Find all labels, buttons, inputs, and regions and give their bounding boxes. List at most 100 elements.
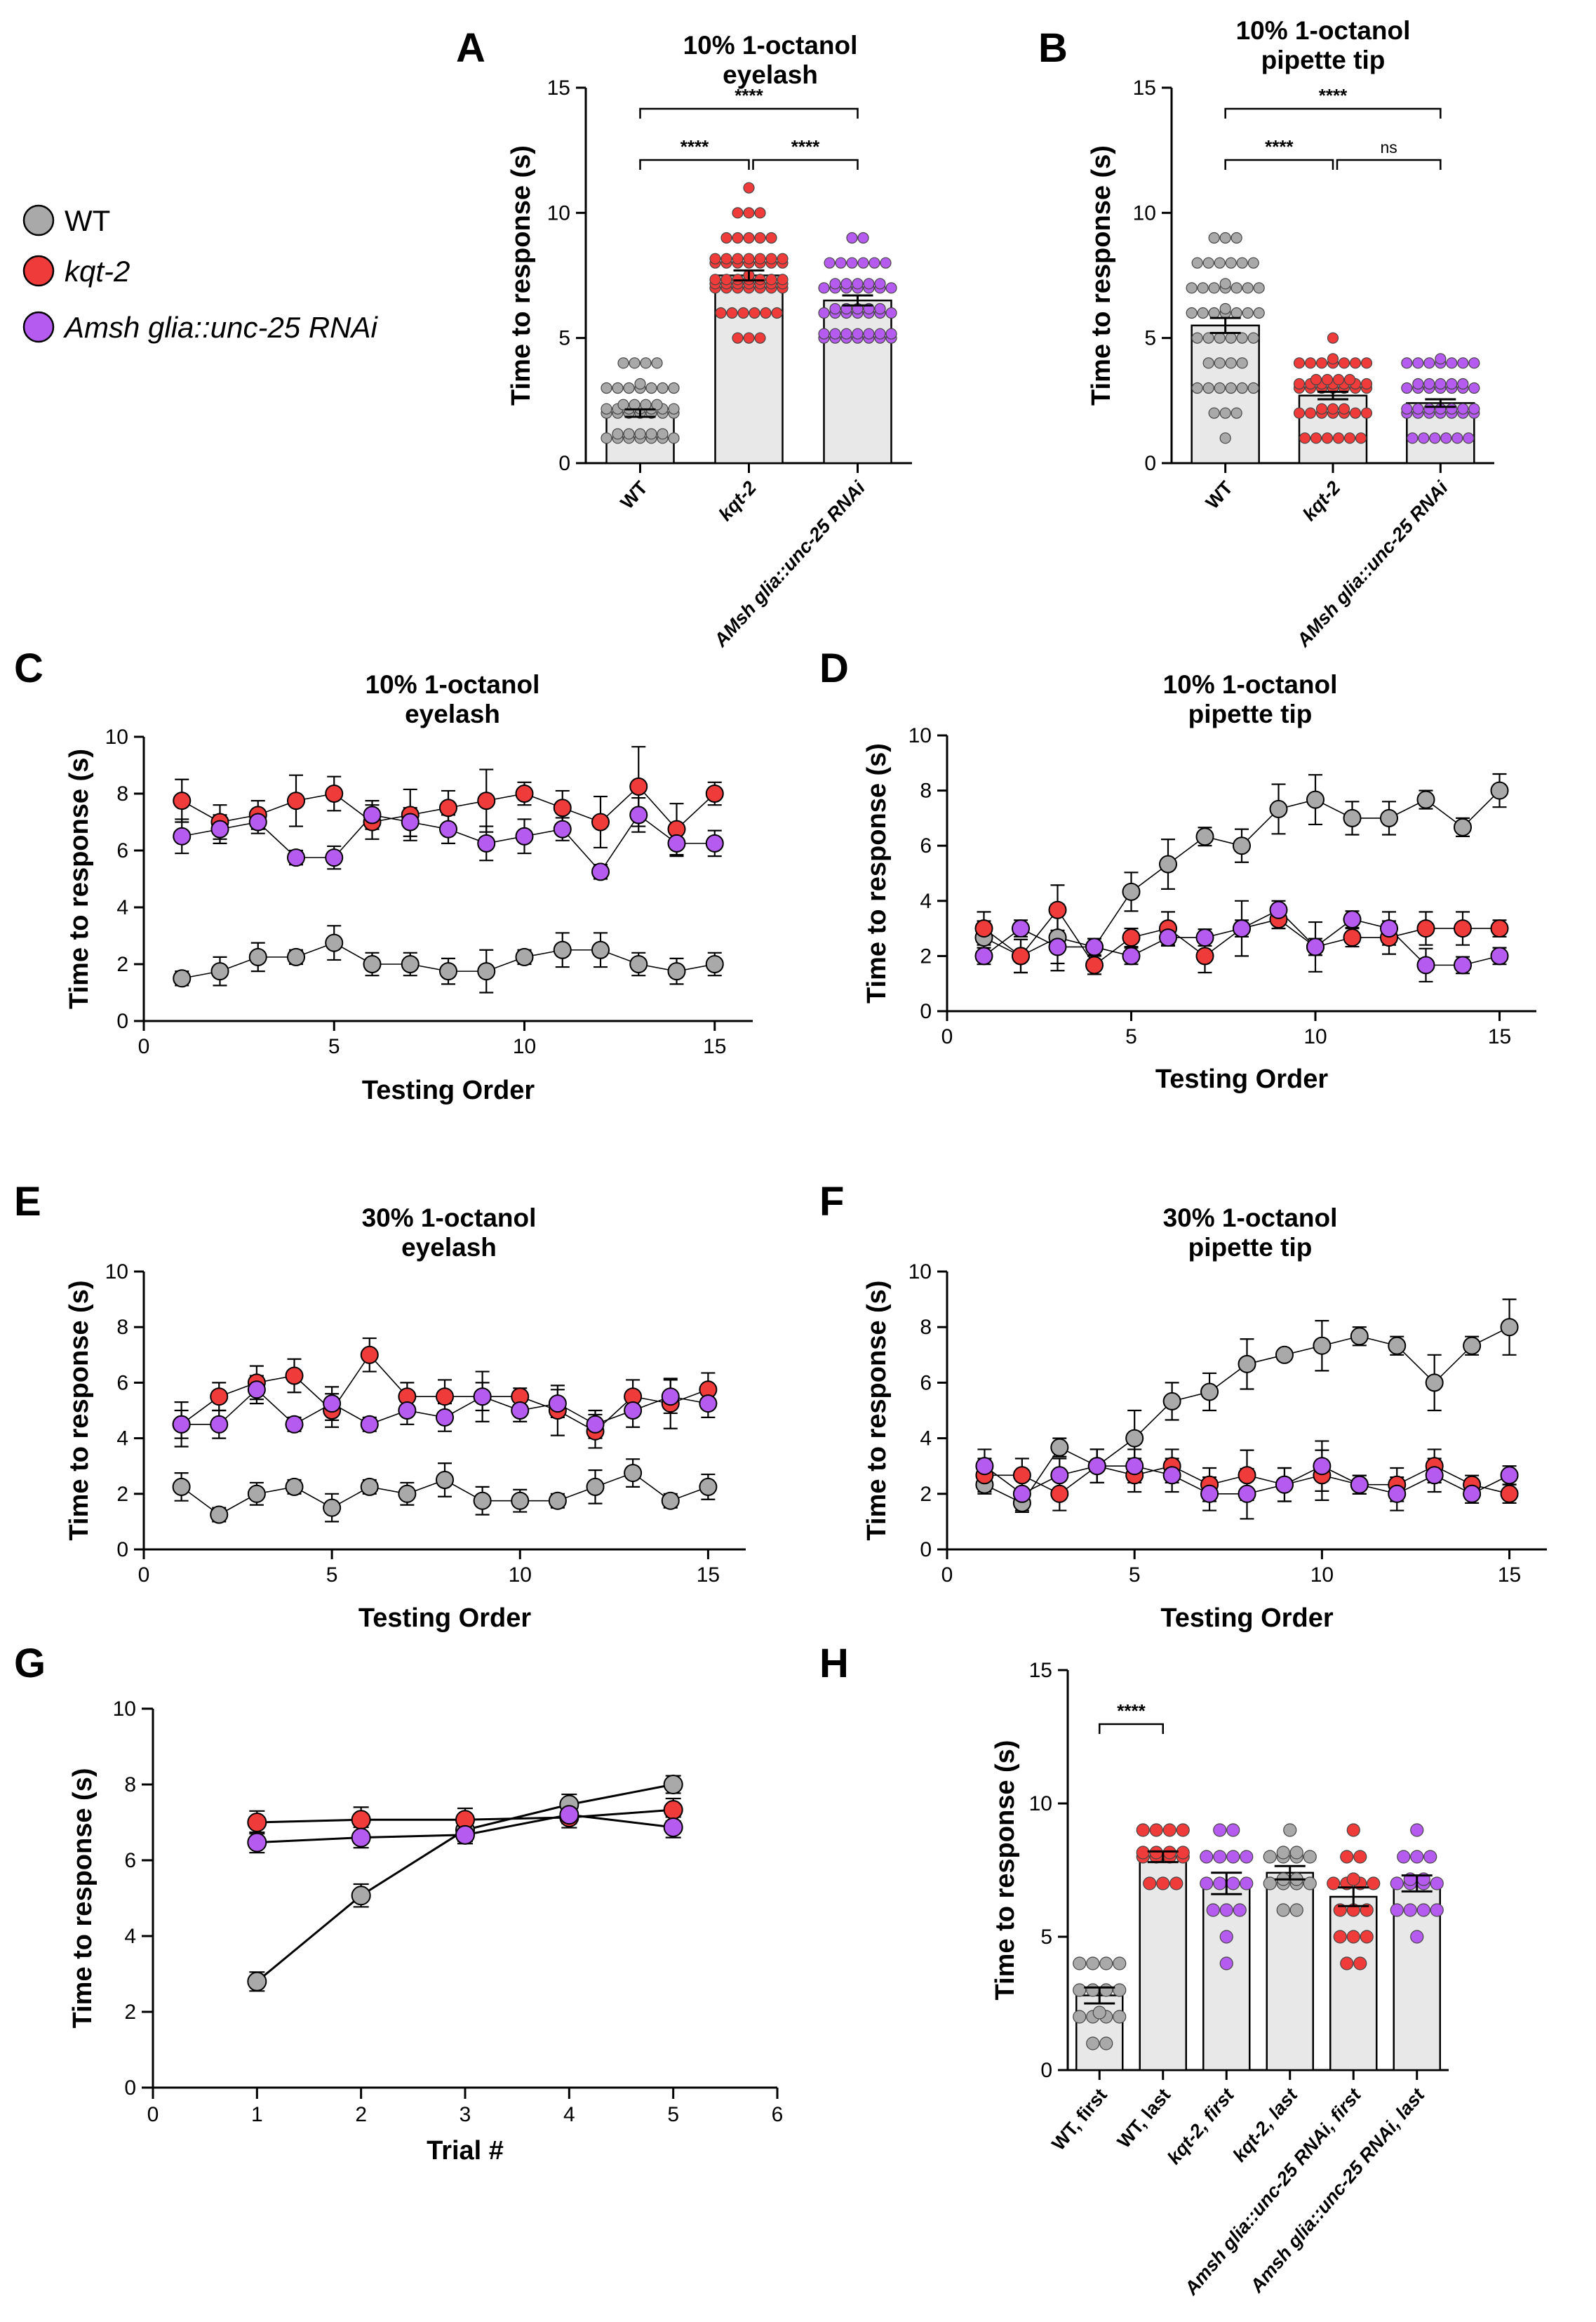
y-tick-label-b: 0	[1144, 452, 1156, 475]
data-point-rnai	[323, 1394, 342, 1413]
error-bar	[1425, 398, 1456, 408]
data-point	[623, 428, 635, 440]
data-point-kqt2	[1050, 1484, 1069, 1503]
y-tick-label-d: 6	[920, 834, 932, 858]
data-point-kqt2	[477, 792, 496, 810]
data-point	[1468, 382, 1480, 394]
data-point	[1202, 382, 1214, 394]
data-point	[835, 257, 847, 269]
data-point	[1338, 403, 1350, 415]
x-tick-label-e: 5	[326, 1563, 338, 1587]
data-point	[657, 428, 669, 440]
x-tick-label-d: 5	[1125, 1025, 1137, 1048]
data-point-rnai	[975, 1457, 994, 1476]
data-point-wt	[473, 1491, 492, 1510]
y-tick-label-f: 0	[920, 1538, 932, 1561]
panel-title-f: pipette tip	[1188, 1233, 1313, 1262]
data-point	[818, 307, 830, 319]
data-point	[612, 428, 624, 440]
data-point-rnai	[210, 1415, 229, 1434]
data-point	[885, 328, 897, 340]
data-point	[1289, 1903, 1303, 1917]
data-point	[1162, 1846, 1176, 1860]
legend-marker-kqt2	[22, 255, 55, 287]
data-point	[1304, 407, 1317, 419]
data-point	[1412, 357, 1424, 369]
data-point	[1176, 1846, 1190, 1860]
x-tick-label-d: 0	[941, 1025, 953, 1048]
data-point	[1293, 407, 1306, 419]
data-point-wt	[548, 1491, 567, 1510]
data-point	[818, 282, 830, 294]
data-point-rnai	[515, 827, 534, 846]
data-point	[1423, 403, 1435, 415]
x-tick-label-g: 3	[460, 2103, 471, 2126]
data-point	[1360, 1930, 1374, 1944]
data-point	[818, 328, 830, 340]
data-point	[732, 253, 744, 265]
legend-item-kqt2: kqt-2	[22, 255, 130, 288]
panel-letter-c: C	[14, 646, 43, 691]
data-point-kqt2	[515, 785, 534, 803]
y-tick-label-e: 2	[116, 1483, 128, 1506]
data-point	[634, 428, 646, 440]
data-point-kqt2	[351, 1810, 371, 1830]
data-point	[737, 307, 749, 319]
y-tick-label-h: 5	[1040, 1926, 1052, 1949]
data-point	[1303, 1876, 1317, 1890]
panel-letter-f: F	[819, 1179, 844, 1225]
data-point	[1233, 1903, 1247, 1917]
y-axis-label-c: Time to response (s)	[65, 749, 94, 1009]
data-point	[1226, 1850, 1240, 1864]
data-point	[1169, 1876, 1183, 1890]
data-point-wt	[1454, 818, 1472, 836]
data-point	[743, 207, 755, 219]
data-point	[1346, 1823, 1360, 1837]
data-point	[709, 253, 721, 265]
data-point-kqt2	[287, 792, 305, 810]
data-point	[715, 307, 727, 319]
legend-label-rnai: Amsh glia::unc-25 RNAi	[62, 311, 379, 344]
panel-title-b: pipette tip	[1261, 46, 1386, 74]
data-point-rnai	[705, 834, 724, 853]
panel-title-f: 30% 1-octanol	[1163, 1203, 1338, 1232]
legend: WT kqt-2 Amsh glia::unc-25 RNAi	[22, 204, 379, 344]
error-bar	[842, 294, 873, 307]
data-point	[1202, 332, 1214, 344]
bar	[823, 299, 892, 465]
data-point-rnai	[477, 834, 496, 853]
data-point	[732, 232, 744, 244]
data-point	[1242, 307, 1254, 319]
data-point	[1208, 282, 1220, 294]
data-point	[720, 232, 732, 244]
data-point-wt	[1200, 1382, 1219, 1401]
data-point	[1253, 282, 1265, 294]
data-point	[1214, 257, 1226, 269]
data-point	[1230, 232, 1242, 244]
data-point-rnai	[1200, 1484, 1219, 1503]
panel-letter-h: H	[819, 1641, 849, 1686]
data-point	[1390, 1876, 1404, 1890]
data-point-wt	[624, 1464, 643, 1483]
data-point	[1346, 1930, 1360, 1944]
data-point	[1310, 432, 1322, 444]
data-point	[1213, 1850, 1227, 1864]
data-point	[1225, 332, 1237, 344]
y-tick-label-d: 4	[920, 890, 932, 913]
data-point	[1407, 432, 1419, 444]
data-point	[1293, 357, 1306, 369]
data-point-rnai	[360, 1415, 379, 1434]
x-axis-label-d: Testing Order	[1155, 1065, 1329, 1094]
data-point-wt	[1159, 855, 1177, 874]
data-point-rnai	[1233, 919, 1251, 938]
panel-title-a: 10% 1-octanol	[683, 31, 858, 60]
data-point-rnai	[1306, 938, 1325, 956]
data-point	[1468, 357, 1480, 369]
data-point-wt	[401, 955, 420, 973]
panel-g: G Time to response (s) Trial # 0 2 4 6 8 10 0 1 2 3 4…	[14, 1641, 783, 2166]
data-point-rnai	[247, 1832, 267, 1853]
data-point-wt	[1416, 790, 1435, 809]
data-point-wt	[1162, 1392, 1181, 1410]
data-point	[1283, 1823, 1297, 1837]
